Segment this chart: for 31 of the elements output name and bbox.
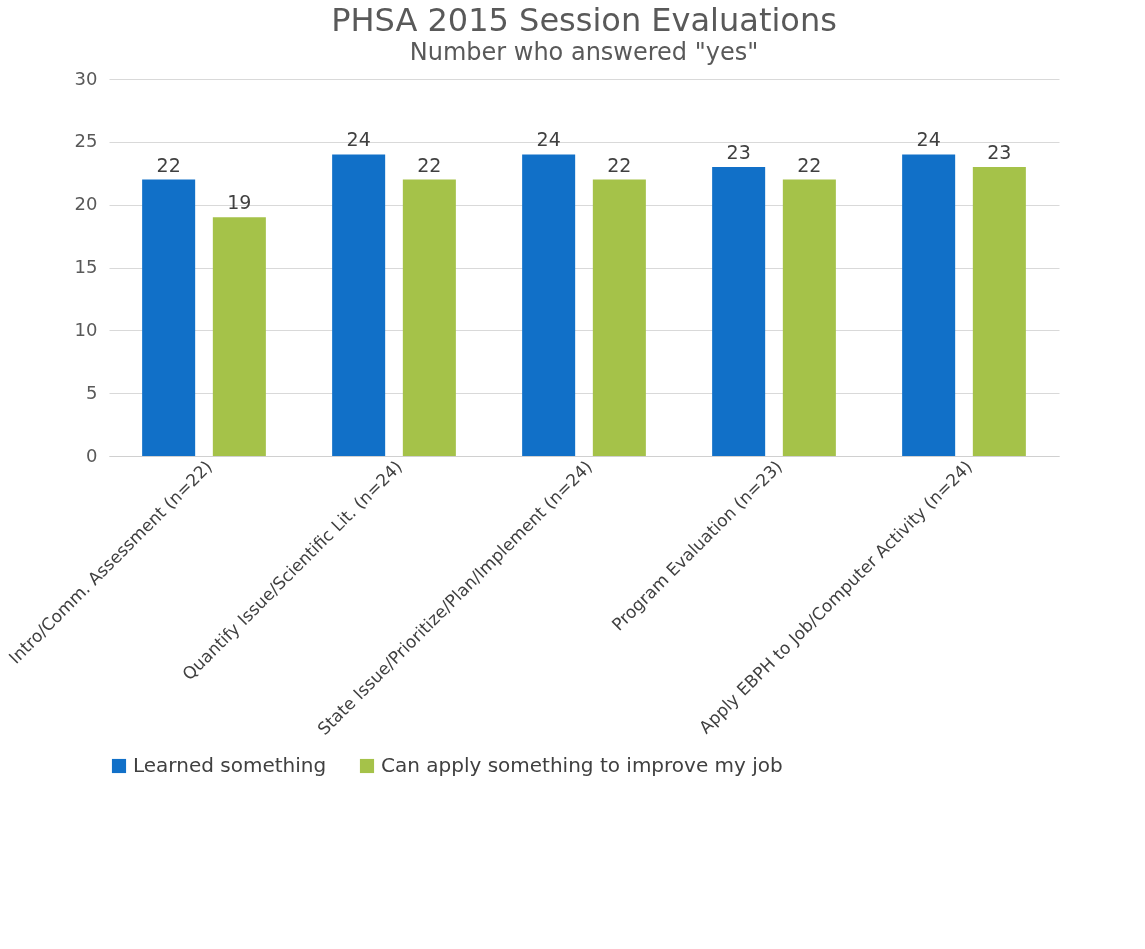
legend-label: Can apply something to improve my job — [381, 753, 783, 777]
bar — [592, 179, 646, 456]
data-label: 22 — [417, 153, 442, 176]
y-tick-label: 10 — [74, 318, 98, 340]
chart-subtitle: Number who answered "yes" — [409, 38, 759, 66]
data-label: 23 — [726, 140, 751, 163]
legend-label: Learned something — [133, 753, 327, 777]
y-tick-label: 15 — [74, 256, 98, 277]
y-tick-label: 30 — [74, 67, 98, 89]
chart-title: PHSA 2015 Session Evaluations — [331, 1, 837, 39]
data-label: 24 — [536, 128, 561, 151]
bar — [522, 154, 576, 456]
data-label: 22 — [607, 153, 632, 176]
bar — [332, 154, 386, 456]
data-label: 24 — [916, 128, 941, 151]
data-label: 23 — [987, 140, 1012, 163]
data-label: 19 — [227, 191, 252, 214]
y-tick-label: 25 — [74, 130, 98, 152]
y-tick-label: 20 — [74, 193, 98, 215]
bar — [142, 179, 196, 456]
bar — [212, 217, 266, 456]
data-label: 24 — [346, 128, 371, 151]
bar — [712, 166, 766, 456]
bar — [782, 179, 836, 456]
data-label: 22 — [797, 153, 822, 176]
data-label: 22 — [156, 153, 181, 176]
y-tick-label: 0 — [86, 444, 98, 466]
y-tick-label: 5 — [86, 381, 98, 403]
bar — [972, 166, 1026, 456]
bar — [902, 154, 956, 456]
bar — [402, 179, 456, 456]
